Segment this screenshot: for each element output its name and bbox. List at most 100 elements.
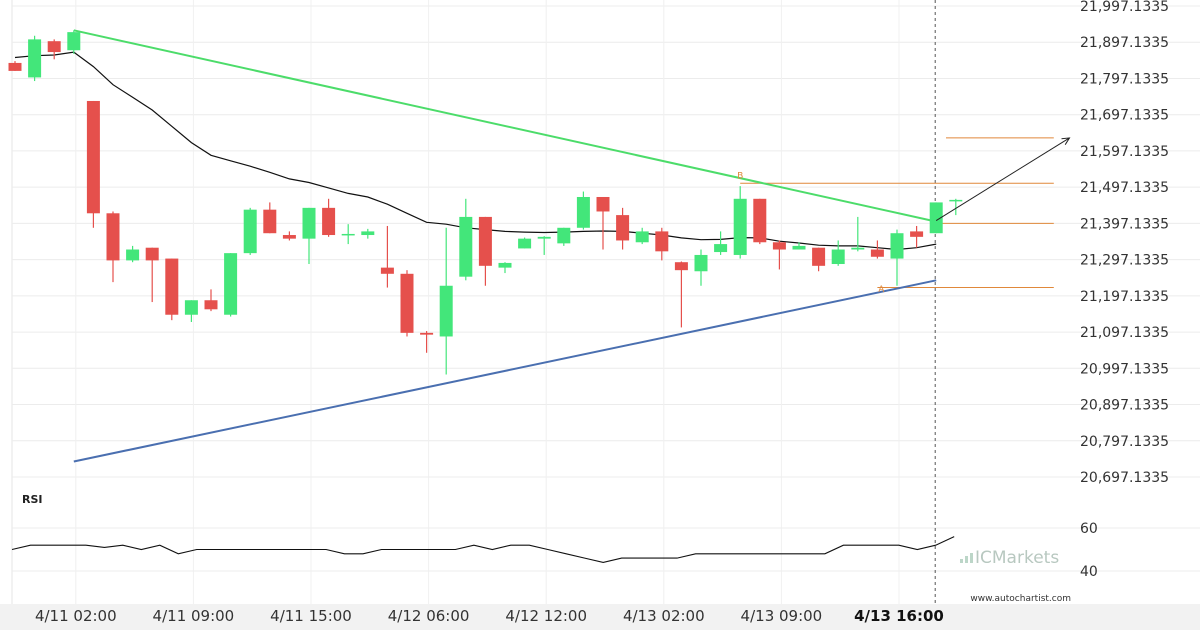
candle <box>949 198 963 216</box>
candle-body <box>792 245 806 250</box>
time-tick-label: 4/11 09:00 <box>153 607 235 625</box>
candle <box>733 186 747 259</box>
resistance-trend-line <box>73 29 937 223</box>
time-tick-label: 4/11 02:00 <box>35 607 117 625</box>
candle <box>8 61 22 71</box>
candle <box>380 225 394 288</box>
price-tick-label: 20,997.1335 <box>1080 361 1169 377</box>
candle-body <box>772 242 786 250</box>
candle <box>635 227 649 245</box>
candle <box>145 247 159 303</box>
candle-body <box>674 262 688 271</box>
price-tick-label: 21,697.1335 <box>1080 108 1169 124</box>
candle <box>184 300 198 322</box>
candle-body <box>204 300 218 310</box>
trend-lines <box>73 29 937 463</box>
time-tick-label: 4/13 02:00 <box>623 607 705 625</box>
projection-arrow-line <box>935 137 1070 221</box>
pattern-point-label: A <box>878 285 885 295</box>
candle <box>322 198 336 237</box>
candle <box>851 216 865 252</box>
candle-body <box>655 231 669 252</box>
candle <box>282 231 296 241</box>
candle <box>772 240 786 270</box>
price-tick-label: 21,997.1335 <box>1080 0 1169 15</box>
candle <box>204 289 218 312</box>
watermark-text: ICMarkets <box>975 548 1059 568</box>
candle-body <box>478 216 492 266</box>
candle-body <box>322 207 336 236</box>
candle <box>459 198 473 281</box>
price-tick-label: 21,597.1335 <box>1080 144 1169 160</box>
candle-body <box>537 236 551 239</box>
candle <box>439 227 453 375</box>
time-axis-background <box>0 604 1200 630</box>
candle-body <box>929 202 943 234</box>
candle-body <box>596 196 610 212</box>
candle <box>518 237 532 249</box>
candle <box>655 227 669 261</box>
candle <box>224 253 238 317</box>
candle <box>929 202 943 234</box>
time-tick-label: 4/13 09:00 <box>741 607 823 625</box>
candle-body <box>949 199 963 202</box>
price-tick-label: 21,397.1335 <box>1080 216 1169 232</box>
watermark-bar <box>970 553 973 563</box>
candle <box>165 258 179 321</box>
rsi-label: RSI <box>22 493 43 506</box>
candle-body <box>8 62 22 71</box>
candle-body <box>380 267 394 274</box>
candle-body <box>224 253 238 315</box>
candle <box>67 30 81 54</box>
candle-body <box>616 215 630 241</box>
rsi-line <box>11 536 955 563</box>
candle <box>86 100 100 228</box>
price-tick-label: 20,897.1335 <box>1080 398 1169 414</box>
candle-body <box>341 233 355 236</box>
candle-body <box>86 100 100 214</box>
candle <box>870 240 884 259</box>
time-tick-label: 4/12 12:00 <box>505 607 587 625</box>
candle <box>714 231 728 255</box>
time-axis: 4/11 02:00 4/11 09:00 4/11 15:00 4/12 06:00… <box>35 607 944 625</box>
rsi-tick-label: 60 <box>1080 521 1098 537</box>
rsi-tick-label: 40 <box>1080 564 1098 580</box>
candle <box>557 227 571 246</box>
candle-body <box>126 249 140 261</box>
candle-body <box>400 273 414 333</box>
candle-body <box>165 258 179 315</box>
candle <box>694 249 708 286</box>
candle-body <box>910 231 924 237</box>
horizontal-levels <box>740 137 1054 289</box>
candle <box>478 216 492 286</box>
candle-body <box>753 198 767 243</box>
candle-body <box>870 249 884 257</box>
candle <box>596 196 610 250</box>
candle-body <box>361 231 375 236</box>
candle-body <box>47 41 61 53</box>
candle <box>831 240 845 266</box>
time-tick-label: 4/11 15:00 <box>270 607 352 625</box>
candle <box>302 207 316 265</box>
rsi-panel: RSI 60 40 <box>11 493 1098 580</box>
annotations: BA <box>737 137 1071 295</box>
candle <box>47 39 61 60</box>
candle-body <box>557 227 571 244</box>
price-tick-label: 21,297.1335 <box>1080 253 1169 269</box>
candle <box>674 261 688 328</box>
candle-body <box>714 244 728 253</box>
candle-body <box>106 213 120 261</box>
price-tick-label: 21,497.1335 <box>1080 180 1169 196</box>
candle <box>420 331 434 353</box>
candles <box>8 30 963 375</box>
candle-body <box>184 300 198 315</box>
candle <box>361 228 375 239</box>
candle <box>400 270 414 337</box>
candle-body <box>518 238 532 249</box>
candle-body <box>498 262 512 268</box>
candle <box>890 229 904 286</box>
support-trend-line <box>73 279 937 463</box>
candle <box>753 198 767 245</box>
candle <box>126 245 140 263</box>
